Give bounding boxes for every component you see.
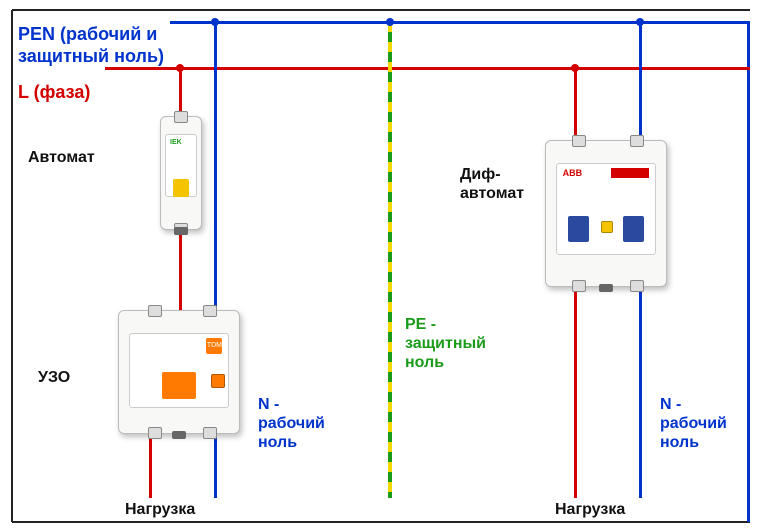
uzo-in-n xyxy=(214,22,217,310)
avtomat-device: IEK xyxy=(160,116,202,230)
uzo-terminal-top-n xyxy=(203,305,217,317)
load-label-left: Нагрузка xyxy=(125,500,195,519)
avtomat-din-clip xyxy=(174,227,188,235)
dif-in-l xyxy=(574,68,577,140)
uzo-test-button[interactable] xyxy=(211,374,225,388)
uzo-device: TDM xyxy=(118,310,240,434)
avtomat-label: Автомат xyxy=(28,148,95,167)
frame-bottom xyxy=(12,521,750,523)
uzo-out-l xyxy=(149,432,152,498)
uzo-terminal-bottom-n xyxy=(203,427,217,439)
avtomat-out-l xyxy=(179,228,182,310)
l-label: L (фаза) xyxy=(18,82,90,104)
uzo-label: УЗО xyxy=(38,368,70,387)
junction-dot xyxy=(636,18,644,26)
dif-terminal-bottom-l xyxy=(572,280,586,292)
dif-terminal-bottom-n xyxy=(630,280,644,292)
uzo-out-n xyxy=(214,432,217,498)
junction-dot xyxy=(211,18,219,26)
dif-terminal-top-l xyxy=(572,135,586,147)
l-bus-wire xyxy=(105,67,750,70)
uzo-terminal-top-l xyxy=(148,305,162,317)
dif-out-l xyxy=(574,285,577,498)
dif-device: ABB xyxy=(545,140,667,287)
dif-in-n xyxy=(639,22,642,140)
pe-label: PE - защитный ноль xyxy=(405,315,486,373)
dif-toggle-n[interactable] xyxy=(623,216,645,242)
dif-label: Диф- автомат xyxy=(460,165,524,203)
n-label-right: N - рабочий ноль xyxy=(660,395,727,453)
avtomat-terminal-top xyxy=(174,111,188,123)
dif-toggle-l[interactable] xyxy=(568,216,590,242)
pen-bus-wire xyxy=(170,21,750,24)
junction-dot xyxy=(176,64,184,72)
uzo-brand: TDM xyxy=(206,338,222,354)
avtomat-toggle[interactable] xyxy=(173,179,189,197)
pen-label: PEN (рабочий и защитный ноль) xyxy=(18,24,164,67)
avtomat-in-l xyxy=(179,68,182,116)
frame-top xyxy=(12,9,750,11)
junction-dot xyxy=(386,18,394,26)
dif-test-button[interactable] xyxy=(601,221,613,233)
dif-brand-stripe xyxy=(611,168,649,178)
n-label-left: N - рабочий ноль xyxy=(258,395,325,453)
avtomat-brand: IEK xyxy=(170,139,182,146)
uzo-toggle[interactable] xyxy=(162,372,196,399)
load-label-right: Нагрузка xyxy=(555,500,625,519)
dif-out-n xyxy=(639,285,642,498)
dif-terminal-top-n xyxy=(630,135,644,147)
dif-din-clip xyxy=(599,284,613,292)
dif-brand: ABB xyxy=(563,168,583,178)
uzo-terminal-bottom-l xyxy=(148,427,162,439)
junction-dot xyxy=(571,64,579,72)
uzo-din-clip xyxy=(172,431,186,439)
pe-wire xyxy=(388,22,392,498)
frame-right xyxy=(747,22,750,522)
frame-left xyxy=(11,10,13,522)
